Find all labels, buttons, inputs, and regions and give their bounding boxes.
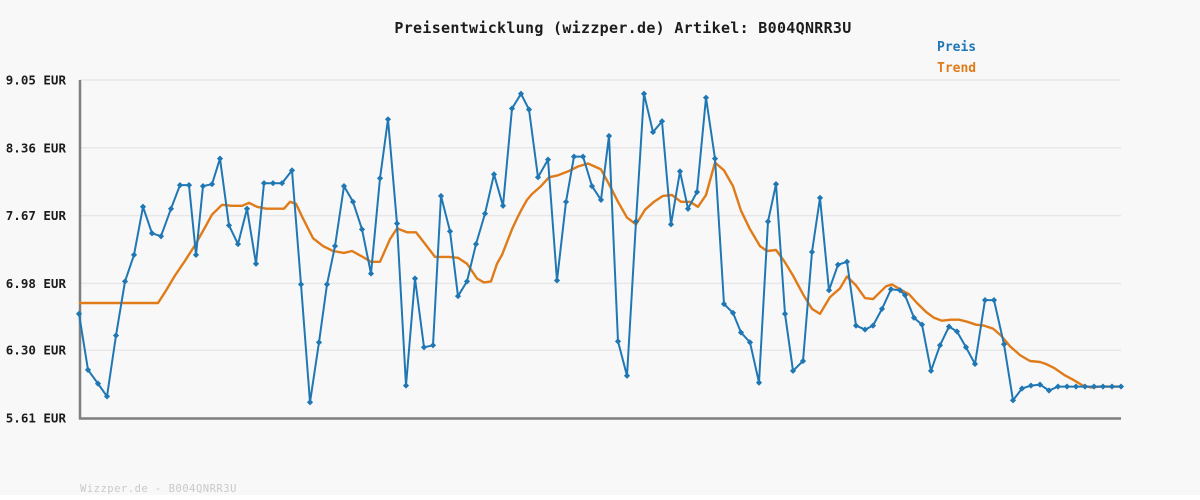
gridlines: [80, 79, 1121, 351]
axes: [78, 80, 1121, 420]
y-tick-label: 6.30 EUR: [6, 343, 67, 358]
series-line-trend: [78, 161, 1124, 389]
chart-title: Preisentwicklung (wizzper.de) Artikel: B…: [394, 19, 851, 37]
series-markers-preis: [75, 90, 1125, 406]
y-tick-label: 7.67 EUR: [6, 208, 67, 223]
y-tick-label: 8.36 EUR: [6, 140, 67, 155]
y-tick-label: 6.98 EUR: [6, 276, 67, 291]
chart-series: [75, 90, 1125, 406]
legend-preis-label: Preis: [937, 40, 976, 55]
y-tick-label: 5.61 EUR: [6, 411, 67, 426]
legend-trend-label: Trend: [937, 61, 976, 76]
watermark: Wizzper.de - B004QNRR3U: [80, 483, 237, 495]
y-axis-tick-labels: 9.05 EUR 8.36 EUR 7.67 EUR 6.98 EUR 6.30 EUR…: [6, 73, 67, 426]
series-line-preis: [78, 92, 1122, 404]
y-tick-label: 9.05 EUR: [6, 73, 67, 88]
